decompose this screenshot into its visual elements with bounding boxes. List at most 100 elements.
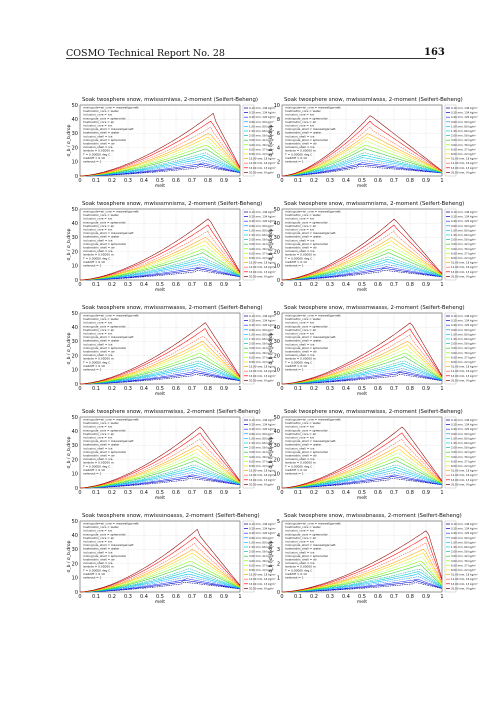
legend-entry: 20.00 mm, 9 kg/m³ <box>249 586 274 590</box>
x-tick-label: 0.2 <box>310 490 318 496</box>
legend-param-text: inclusion_core = ice <box>285 540 314 544</box>
x-axis-label: melt <box>357 287 367 293</box>
legend-param-text: inclusion_shell = ice <box>83 561 113 565</box>
series-line <box>79 552 241 593</box>
legend-param-text: mixingrule_shell = maxwellgarnett <box>285 335 336 339</box>
legend-param-text: hostmatrix_shell = air <box>83 558 116 562</box>
chart-title: Soak twosphere snow, mwisssmwisss, 2-mom… <box>284 409 463 415</box>
legend-param-text: inclusion_shell = ice <box>83 238 113 242</box>
x-axis-label: melt <box>155 183 165 189</box>
legend-entry: 0.10 mm, 146 kg/m³ <box>249 106 276 110</box>
legend-param-text: mixingrule_shell = spheroidal <box>83 138 126 142</box>
legend-param-text: lambda = 0.05000 m <box>83 149 114 153</box>
series-line <box>79 456 241 489</box>
series-line <box>79 145 241 177</box>
legend-param-text: meltdiff = 0.10 <box>83 468 105 472</box>
x-tick-label: 0.5 <box>358 594 366 600</box>
y-tick-label: 0 <box>277 486 280 492</box>
legend-param-text: inclusion_core = ice <box>285 113 314 117</box>
x-tick-label: 0.7 <box>188 282 196 288</box>
legend-param-text: mixingrule_shell = spheroidal <box>285 242 328 246</box>
series-line <box>281 162 443 177</box>
legend-entry: 0.60 mm, 99 kg/m³ <box>451 224 476 228</box>
legend-param-text: inclusion_core = ice <box>83 113 112 117</box>
legend-param-text: mixingrule_shell = maxwellgarnett <box>285 543 336 547</box>
legend-entry: 1.50 mm, 66 kg/m³ <box>249 129 274 133</box>
legend-entry: 4.00 mm, 36 kg/m³ <box>451 143 476 147</box>
series-line <box>281 237 443 281</box>
legend-entry: 1.00 mm, 80 kg/m³ <box>249 228 274 232</box>
x-tick-label: 0.1 <box>92 178 100 184</box>
legend-param-text: radarout = 1 <box>83 576 102 580</box>
x-tick-label: 0.4 <box>140 490 148 496</box>
legend-entry: 15.00 mm, 13 kg/m³ <box>451 478 478 482</box>
legend-entry: 2.00 mm, 56 kg/m³ <box>249 342 274 346</box>
legend-param-text: mixingrule_shell = maxwellgarnett <box>83 127 134 131</box>
x-tick-label: 0.7 <box>188 178 196 184</box>
series-line <box>281 126 443 177</box>
legend-entry: 1.00 mm, 80 kg/m³ <box>451 540 476 544</box>
legend-entry: 0.20 mm, 134 kg/m³ <box>451 111 478 115</box>
legend-entry: 12.00 mm, 16 kg/m³ <box>249 369 276 373</box>
legend-entry: 3.00 mm, 42 kg/m³ <box>249 554 274 558</box>
y-axis-label: σ_b / σ_b,drop <box>268 228 274 260</box>
y-tick-label: 10 <box>72 368 78 374</box>
legend-entry: 3.00 mm, 42 kg/m³ <box>249 242 274 246</box>
legend-param-text: mixingrule_core = spheroidal <box>285 220 328 224</box>
legend-params: mixingrule=wi_core = maxwellgarnetthostm… <box>82 106 139 164</box>
x-tick-label: 0.5 <box>156 282 164 288</box>
chart-title: Soak twosphere snow, mwisssmiwss, 2-mome… <box>82 97 258 103</box>
x-tick-label: 0 <box>78 490 81 496</box>
legend-param-text: hostmatrix_core = air <box>83 432 115 436</box>
chart-panel: Soak twosphere snow, mwisssmwisss, 2-mom… <box>266 408 478 508</box>
y-tick-label: 0 <box>75 590 78 596</box>
y-tick-label: 30 <box>274 339 280 345</box>
chart-title: Soak twosphere snow, mwisssmiwsss, 2-mom… <box>284 97 463 103</box>
legend-entry: 1.50 mm, 66 kg/m³ <box>249 545 274 549</box>
legend-entry: 15.00 mm, 13 kg/m³ <box>249 270 276 274</box>
legend-entry: 0.40 mm, 120 kg/m³ <box>249 219 276 223</box>
legend-entry: 4.00 mm, 36 kg/m³ <box>451 351 476 355</box>
x-tick-label: 0.8 <box>406 490 414 496</box>
legend-param-text: hostmatrix_shell = water <box>83 443 120 447</box>
x-axis-label: melt <box>357 495 367 501</box>
legend-param-text: lambda = 0.05000 m <box>83 565 114 569</box>
legend-param-text: hostmatrix_shell = air <box>285 454 318 458</box>
legend-entry: 0.20 mm, 134 kg/m³ <box>451 423 478 427</box>
legend-param-text: inclusion_core = ice <box>285 332 314 336</box>
curves <box>281 426 443 489</box>
legend-param-text: radarout = 1 <box>285 264 304 268</box>
x-tick-label: 0 <box>78 178 81 184</box>
legend-param-text: inclusion_core = ice <box>83 529 112 533</box>
legend-entry: 0.60 mm, 99 kg/m³ <box>451 120 476 124</box>
y-tick-label: 30 <box>72 443 78 449</box>
legend-entry: 10.00 mm, 18 kg/m³ <box>249 365 276 369</box>
y-tick-label: 50 <box>274 415 280 421</box>
legend-param-text: hostmatrix_core = air <box>83 224 115 228</box>
legend-param-text: inclusion_shell = ice <box>83 457 113 461</box>
legend-param-text: inclusion_core = ice <box>83 124 112 128</box>
curves <box>79 528 241 593</box>
page-number: 163 <box>424 47 445 58</box>
chart-svg: Soak twosphere snow, mwisssmwasss, 2-mom… <box>268 305 478 397</box>
y-tick-label: 40 <box>274 221 280 227</box>
legend-entry: 10.00 mm, 18 kg/m³ <box>249 261 276 265</box>
y-axis-label: σ_b / σ_b,drop <box>268 124 274 156</box>
legend-param-text: T = 0.00000 deg C <box>284 152 312 156</box>
legend-entry: 4.00 mm, 36 kg/m³ <box>249 247 274 251</box>
x-tick-label: 0.4 <box>140 594 148 600</box>
x-tick-label: 0.8 <box>406 594 414 600</box>
legend-param-text: hostmatrix_core = air <box>285 224 317 228</box>
series-line <box>79 322 241 385</box>
series-line <box>79 340 241 385</box>
x-tick-label: 0.9 <box>422 386 430 392</box>
legend-entry: 0.60 mm, 99 kg/m³ <box>249 536 274 540</box>
legend-param-text: hostmatrix_core = water <box>285 317 322 321</box>
legend-box <box>444 416 457 489</box>
curves <box>281 115 443 177</box>
legend-param-text: mixingrule_shell = spheroidal <box>83 242 126 246</box>
x-tick-label: 0.5 <box>358 178 366 184</box>
legend-param-text: hostmatrix_core = air <box>285 328 317 332</box>
series-line <box>281 141 443 177</box>
x-tick-label: 0.4 <box>140 386 148 392</box>
